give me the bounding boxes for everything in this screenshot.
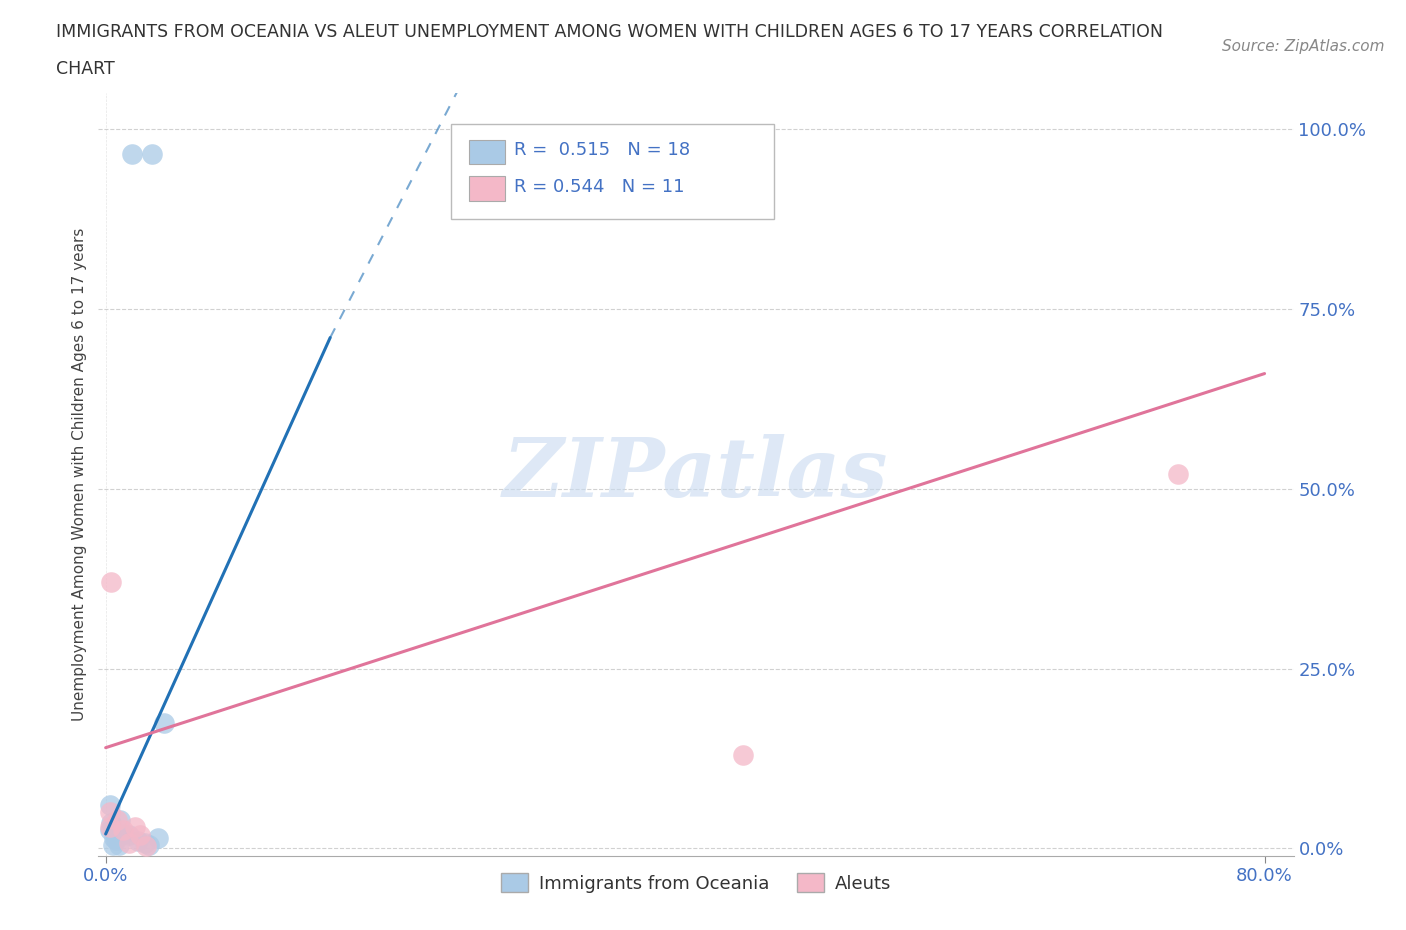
- Legend: Immigrants from Oceania, Aleuts: Immigrants from Oceania, Aleuts: [494, 866, 898, 900]
- Point: [98, 805, 121, 820]
- Point: [124, 819, 146, 834]
- Text: R =  0.515   N = 18: R = 0.515 N = 18: [515, 141, 690, 159]
- Point: [121, 147, 143, 162]
- Point: [731, 748, 754, 763]
- Point: [141, 147, 163, 162]
- Point: [100, 816, 122, 830]
- Point: [101, 837, 124, 852]
- Point: [112, 823, 135, 838]
- FancyBboxPatch shape: [470, 140, 505, 164]
- Point: [104, 832, 127, 847]
- Point: [138, 837, 160, 852]
- Text: IMMIGRANTS FROM OCEANIA VS ALEUT UNEMPLOYMENT AMONG WOMEN WITH CHILDREN AGES 6 T: IMMIGRANTS FROM OCEANIA VS ALEUT UNEMPLO…: [56, 23, 1163, 41]
- Point: [118, 835, 141, 850]
- Point: [98, 798, 121, 813]
- Point: [98, 819, 121, 834]
- Point: [100, 575, 122, 590]
- Y-axis label: Unemployment Among Women with Children Ages 6 to 17 years: Unemployment Among Women with Children A…: [72, 228, 87, 721]
- FancyBboxPatch shape: [451, 124, 773, 219]
- Point: [112, 827, 135, 842]
- Point: [135, 839, 157, 854]
- Point: [152, 715, 174, 730]
- Point: [107, 837, 129, 852]
- Point: [127, 834, 149, 849]
- Point: [103, 830, 125, 845]
- Text: R = 0.544   N = 11: R = 0.544 N = 11: [515, 178, 685, 196]
- Point: [134, 835, 156, 850]
- Point: [105, 828, 128, 843]
- Point: [1167, 467, 1189, 482]
- Text: Source: ZipAtlas.com: Source: ZipAtlas.com: [1222, 39, 1385, 54]
- Point: [105, 812, 128, 827]
- Point: [108, 812, 131, 827]
- Point: [118, 828, 141, 843]
- Text: CHART: CHART: [56, 60, 115, 77]
- Point: [98, 823, 121, 838]
- Text: ZIPatlas: ZIPatlas: [503, 434, 889, 514]
- Point: [129, 828, 152, 843]
- FancyBboxPatch shape: [470, 176, 505, 201]
- Point: [146, 830, 169, 845]
